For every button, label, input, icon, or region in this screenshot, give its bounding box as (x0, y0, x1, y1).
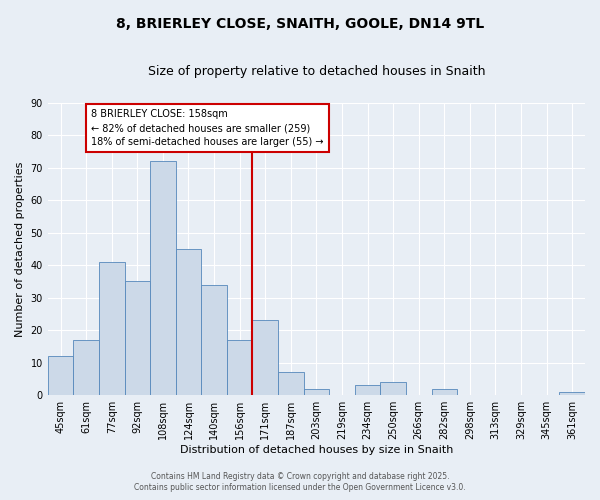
Text: Contains HM Land Registry data © Crown copyright and database right 2025.
Contai: Contains HM Land Registry data © Crown c… (134, 472, 466, 492)
Bar (559, 392, 585, 395)
Bar (201, 284, 227, 395)
Bar (227, 340, 253, 395)
Title: Size of property relative to detached houses in Snaith: Size of property relative to detached ho… (148, 65, 485, 78)
Bar (176, 249, 201, 395)
Bar (125, 282, 150, 395)
Bar (48, 356, 73, 395)
X-axis label: Distribution of detached houses by size in Snaith: Distribution of detached houses by size … (180, 445, 453, 455)
Bar (150, 162, 176, 395)
Y-axis label: Number of detached properties: Number of detached properties (15, 162, 25, 336)
Bar (253, 320, 278, 395)
Bar (380, 382, 406, 395)
Bar (431, 388, 457, 395)
Bar (278, 372, 304, 395)
Bar (355, 386, 380, 395)
Bar (304, 388, 329, 395)
Text: 8 BRIERLEY CLOSE: 158sqm
← 82% of detached houses are smaller (259)
18% of semi-: 8 BRIERLEY CLOSE: 158sqm ← 82% of detach… (91, 110, 324, 148)
Bar (99, 262, 125, 395)
Text: 8, BRIERLEY CLOSE, SNAITH, GOOLE, DN14 9TL: 8, BRIERLEY CLOSE, SNAITH, GOOLE, DN14 9… (116, 18, 484, 32)
Bar (73, 340, 99, 395)
